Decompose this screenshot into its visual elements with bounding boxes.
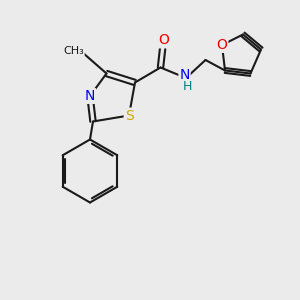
Text: O: O [158,34,169,47]
Text: S: S [124,109,134,122]
Text: H: H [183,80,192,94]
Text: O: O [217,38,227,52]
Text: CH₃: CH₃ [63,46,84,56]
Text: N: N [85,89,95,103]
Text: N: N [179,68,190,82]
